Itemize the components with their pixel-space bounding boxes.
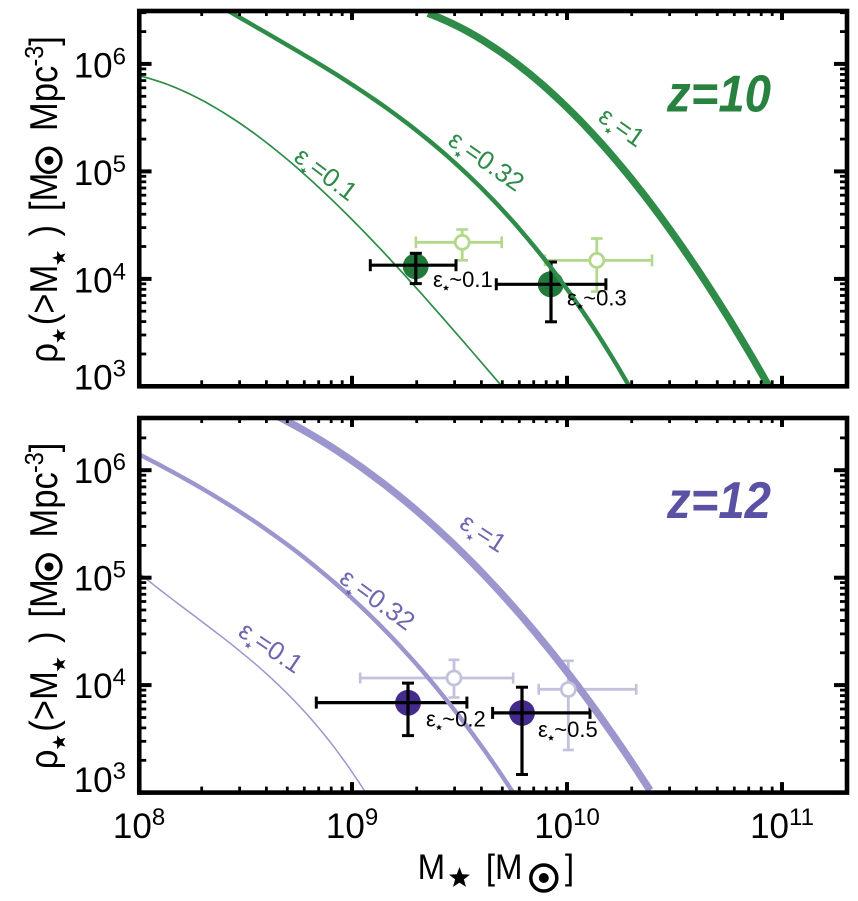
svg-text:Mpc: Mpc (22, 66, 65, 131)
svg-text:~0.3: ~0.3 (583, 286, 626, 311)
svg-text:): ) (22, 225, 65, 237)
svg-text:]: ] (22, 36, 65, 46)
svg-text:z=10: z=10 (666, 66, 771, 124)
svg-text:[M: [M (22, 579, 65, 617)
svg-text:~0.1: ~0.1 (449, 267, 492, 292)
svg-text:104: 104 (74, 664, 126, 706)
svg-text:-3: -3 (21, 452, 49, 473)
svg-text:(>M: (>M (22, 265, 65, 326)
svg-text:-3: -3 (21, 46, 49, 67)
svg-text:(>M: (>M (22, 671, 65, 732)
svg-text:ε: ε (426, 707, 436, 732)
svg-text:): ) (22, 631, 65, 643)
svg-text:ε: ε (433, 267, 443, 292)
svg-text:]: ] (565, 848, 574, 887)
svg-text:[M: [M (486, 848, 523, 887)
svg-text:~0.5: ~0.5 (554, 717, 597, 742)
svg-text:ρ: ρ (22, 343, 65, 363)
svg-text:ρ: ρ (22, 750, 65, 770)
svg-text:~0.2: ~0.2 (442, 707, 485, 732)
svg-text:ε: ε (538, 717, 548, 742)
svg-text:M: M (418, 848, 445, 887)
svg-text:[M: [M (22, 173, 65, 211)
svg-text:z=12: z=12 (666, 472, 771, 530)
svg-text:]: ] (22, 443, 65, 453)
svg-text:ε: ε (567, 286, 577, 311)
svg-text:Mpc: Mpc (22, 472, 65, 537)
svg-text:103: 103 (74, 356, 126, 398)
